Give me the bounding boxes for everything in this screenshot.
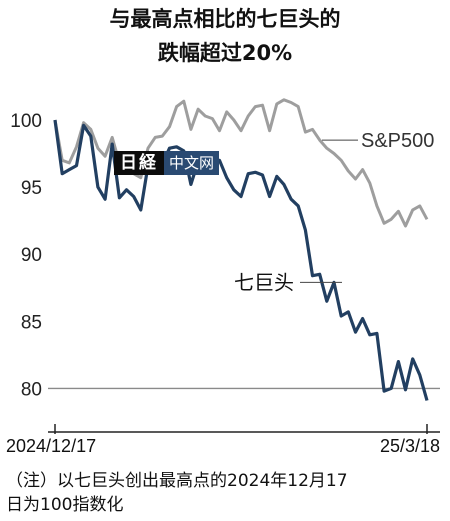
y-axis-ticks: 80 85 90 95 100 xyxy=(10,111,42,400)
footnote-line1: （注）以七巨头创出最高点的2024年12月17 xyxy=(6,471,348,491)
chart-title-line1: 与最高点相比的七巨头的 xyxy=(109,7,341,31)
y-tick-label-80: 80 xyxy=(21,379,42,400)
line-chart: 80 85 90 95 100 S&P500 七巨头 2024/12/17 25/3/1… xyxy=(6,98,440,456)
x-tick-label-end: 25/3/18 xyxy=(380,436,440,456)
x-tick-label-start: 2024/12/17 xyxy=(6,436,96,456)
y-tick-label-85: 85 xyxy=(21,312,42,333)
watermark-mark: 日経 xyxy=(114,151,164,175)
watermark-site: 中文网 xyxy=(164,151,220,175)
y-tick-label-100: 100 xyxy=(10,111,42,132)
series-label-sp500: S&P500 xyxy=(361,130,434,152)
y-tick-label-95: 95 xyxy=(21,178,42,199)
series-line-magnificent-seven xyxy=(53,119,429,401)
y-tick-label-90: 90 xyxy=(21,245,42,266)
footnote-line2: 日为100指数化 xyxy=(6,495,124,515)
series-label-magnificent-seven: 七巨头 xyxy=(234,270,294,294)
chart-title-line2: 跌幅超过20% xyxy=(157,41,293,65)
nikkei-watermark-logo: 日経 中文网 xyxy=(114,151,220,175)
